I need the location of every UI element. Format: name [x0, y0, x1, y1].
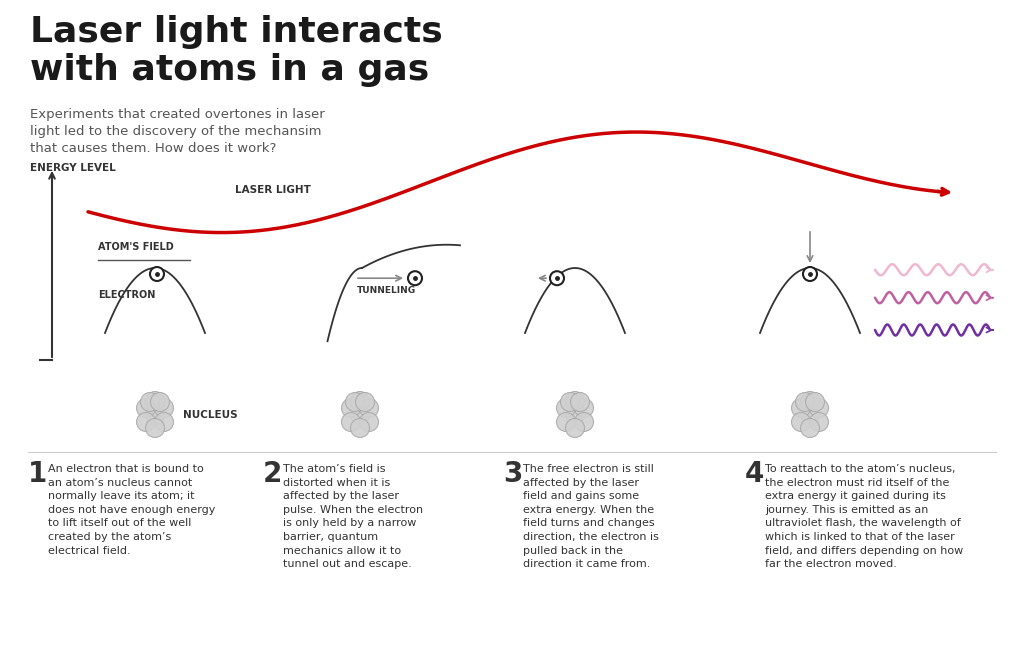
Circle shape — [136, 413, 156, 432]
Text: NUCLEUS: NUCLEUS — [183, 410, 238, 420]
Circle shape — [408, 271, 422, 285]
Circle shape — [806, 393, 824, 411]
Circle shape — [570, 393, 590, 411]
Circle shape — [359, 398, 379, 417]
Circle shape — [145, 419, 165, 437]
Circle shape — [155, 413, 173, 432]
Text: ELECTRON: ELECTRON — [98, 290, 156, 300]
Circle shape — [136, 398, 156, 417]
Circle shape — [801, 391, 819, 411]
Circle shape — [801, 419, 819, 437]
Text: Experiments that created overtones in laser
light led to the discovery of the me: Experiments that created overtones in la… — [30, 108, 325, 155]
Text: The atom’s field is
distorted when it is
affected by the laser
pulse. When the e: The atom’s field is distorted when it is… — [283, 464, 423, 569]
Circle shape — [155, 398, 173, 417]
Circle shape — [565, 391, 585, 411]
Circle shape — [145, 391, 165, 411]
Circle shape — [556, 398, 575, 417]
Circle shape — [803, 267, 817, 281]
Circle shape — [556, 413, 575, 432]
Circle shape — [341, 413, 360, 432]
Text: 4: 4 — [745, 460, 764, 488]
Circle shape — [151, 393, 170, 411]
Text: ENERGY LEVEL: ENERGY LEVEL — [30, 163, 116, 173]
Circle shape — [140, 393, 160, 411]
Text: An electron that is bound to
an atom’s nucleus cannot
normally leave its atom; i: An electron that is bound to an atom’s n… — [48, 464, 215, 556]
Text: TUNNELING: TUNNELING — [357, 286, 416, 295]
Circle shape — [565, 406, 585, 424]
Circle shape — [810, 398, 828, 417]
Circle shape — [341, 398, 360, 417]
Text: The free electron is still
affected by the laser
field and gains some
extra ener: The free electron is still affected by t… — [523, 464, 658, 569]
Circle shape — [550, 271, 564, 285]
Circle shape — [574, 413, 594, 432]
Circle shape — [350, 391, 370, 411]
Circle shape — [560, 393, 580, 411]
Text: 1: 1 — [28, 460, 47, 488]
Circle shape — [792, 398, 811, 417]
Circle shape — [792, 413, 811, 432]
Circle shape — [150, 267, 164, 281]
Circle shape — [350, 406, 370, 424]
Circle shape — [796, 393, 814, 411]
Circle shape — [350, 419, 370, 437]
Text: LASER LIGHT: LASER LIGHT — [234, 185, 311, 195]
Text: 3: 3 — [503, 460, 522, 488]
Text: Laser light interacts
with atoms in a gas: Laser light interacts with atoms in a ga… — [30, 15, 442, 87]
Text: 2: 2 — [263, 460, 283, 488]
Circle shape — [810, 413, 828, 432]
Text: ATOM'S FIELD: ATOM'S FIELD — [98, 242, 174, 252]
Text: To reattach to the atom’s nucleus,
the electron must rid itself of the
extra ene: To reattach to the atom’s nucleus, the e… — [765, 464, 964, 569]
Circle shape — [145, 406, 165, 424]
Circle shape — [801, 406, 819, 424]
Circle shape — [345, 393, 365, 411]
Circle shape — [355, 393, 375, 411]
Circle shape — [565, 419, 585, 437]
Circle shape — [574, 398, 594, 417]
Circle shape — [359, 413, 379, 432]
